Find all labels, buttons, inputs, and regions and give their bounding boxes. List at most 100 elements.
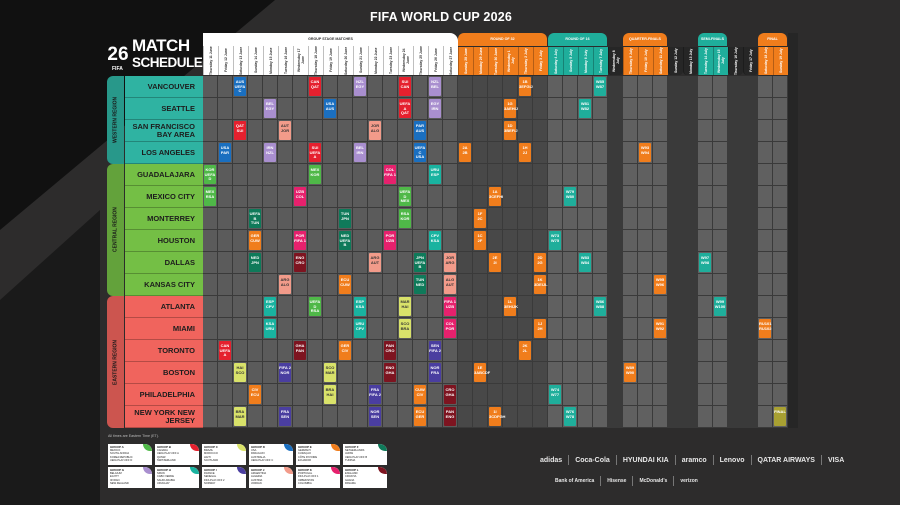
- knockout-match-cell[interactable]: W99 W100: [714, 297, 726, 316]
- knockout-match-cell[interactable]: W76 W78: [564, 407, 576, 426]
- group-match-cell[interactable]: ECU GER: [414, 407, 426, 426]
- group-match-cell[interactable]: ALG AUT: [444, 275, 456, 294]
- group-match-cell[interactable]: QAT SUI: [234, 121, 246, 140]
- group-match-cell[interactable]: UZB COL: [294, 187, 306, 206]
- group-match-cell[interactable]: POR FIFA 1: [294, 231, 306, 250]
- group-match-cell[interactable]: CIV ECU: [249, 385, 261, 404]
- group-match-cell[interactable]: SCO MAR: [324, 363, 336, 382]
- group-match-cell[interactable]: UEFA B TUN: [249, 209, 261, 228]
- group-match-cell[interactable]: IRN NZL: [264, 143, 276, 162]
- group-match-cell[interactable]: ESP KSA: [354, 297, 366, 316]
- group-match-cell[interactable]: NOR FRA: [429, 363, 441, 382]
- knockout-match-cell[interactable]: 1K 3DEIJL: [534, 275, 548, 294]
- knockout-match-cell[interactable]: W79 W80: [564, 187, 576, 206]
- city-label[interactable]: DALLAS: [125, 252, 203, 274]
- knockout-match-cell[interactable]: 2K 2L: [519, 341, 531, 360]
- knockout-match-cell[interactable]: 1J 2H: [534, 319, 546, 338]
- group-match-cell[interactable]: AUT JOR: [279, 121, 291, 140]
- city-label[interactable]: ATLANTA: [125, 296, 203, 318]
- group-match-cell[interactable]: SCO BRA: [399, 319, 411, 338]
- group-match-cell[interactable]: ARG AUT: [369, 253, 381, 272]
- group-match-cell[interactable]: ARG ALG: [279, 275, 291, 294]
- city-label[interactable]: LOS ANGELES: [125, 142, 203, 164]
- knockout-match-cell[interactable]: W74 W77: [549, 385, 561, 404]
- group-match-cell[interactable]: MAR HAI: [399, 297, 411, 316]
- knockout-match-cell[interactable]: W83 W84: [579, 253, 591, 272]
- group-match-cell[interactable]: CPV KSA: [429, 231, 441, 250]
- group-match-cell[interactable]: UEFA C USA: [414, 143, 426, 162]
- group-match-cell[interactable]: JPN UEFA B: [414, 253, 426, 272]
- knockout-match-cell[interactable]: 1H 2J: [519, 143, 531, 162]
- group-match-cell[interactable]: URU CPV: [354, 319, 366, 338]
- group-match-cell[interactable]: USA AUS: [324, 99, 336, 118]
- city-label[interactable]: SAN FRANCISCO BAY AREA: [125, 120, 203, 142]
- group-match-cell[interactable]: BEL EGY: [264, 99, 276, 118]
- group-match-cell[interactable]: SEN FIFA 2: [429, 341, 441, 360]
- knockout-match-cell[interactable]: 2E 2I: [489, 253, 501, 272]
- group-match-cell[interactable]: NED JPN: [249, 253, 261, 272]
- group-match-cell[interactable]: KOR UEFA D: [204, 165, 216, 184]
- group-match-cell[interactable]: UEFA A QAT: [399, 99, 411, 118]
- knockout-match-cell[interactable]: W97 W98: [699, 253, 711, 272]
- group-match-cell[interactable]: FIFA 1 UZB: [444, 297, 456, 316]
- knockout-match-cell[interactable]: 2A 2B: [459, 143, 471, 162]
- knockout-match-cell[interactable]: W86 W88: [594, 297, 606, 316]
- group-match-cell[interactable]: CUW CIV: [414, 385, 426, 404]
- group-match-cell[interactable]: NZL EGY: [354, 77, 366, 96]
- group-match-cell[interactable]: HAI SCO: [234, 363, 246, 382]
- knockout-match-cell[interactable]: W95 W96: [654, 275, 666, 294]
- knockout-match-cell[interactable]: 1B 3EFGIJ: [519, 77, 533, 96]
- knockout-match-cell[interactable]: W91 W92: [654, 319, 666, 338]
- group-match-cell[interactable]: CRO GHA: [444, 385, 456, 404]
- knockout-match-cell[interactable]: W93 W94: [639, 143, 651, 162]
- knockout-match-cell[interactable]: 1E 3ABCDF: [474, 363, 490, 382]
- group-match-cell[interactable]: NZL BEL: [429, 77, 441, 96]
- group-match-cell[interactable]: USA PAR: [219, 143, 231, 162]
- group-match-cell[interactable]: GER CUW: [249, 231, 261, 250]
- knockout-match-cell[interactable]: W85 W87: [594, 77, 606, 96]
- group-match-cell[interactable]: COL POR: [444, 319, 456, 338]
- group-match-cell[interactable]: PAN CRO: [384, 341, 396, 360]
- group-match-cell[interactable]: ECU CUW: [339, 275, 351, 294]
- group-match-cell[interactable]: ESP CPV: [264, 297, 276, 316]
- group-match-cell[interactable]: EGY IRN: [429, 99, 441, 118]
- city-label[interactable]: MEXICO CITY: [125, 186, 203, 208]
- group-match-cell[interactable]: NED UEFA B: [339, 231, 351, 250]
- group-match-cell[interactable]: KSA URU: [264, 319, 276, 338]
- group-match-cell[interactable]: AUS UEFA C: [234, 77, 246, 96]
- knockout-match-cell[interactable]: 1C 2F: [474, 231, 486, 250]
- group-match-cell[interactable]: NOR SEN: [369, 407, 381, 426]
- group-match-cell[interactable]: TUN JPN: [339, 209, 351, 228]
- knockout-match-cell[interactable]: 1F 2C: [474, 209, 486, 228]
- group-match-cell[interactable]: CAN UEFA A: [219, 341, 231, 360]
- group-match-cell[interactable]: TUN NED: [414, 275, 426, 294]
- group-match-cell[interactable]: FRA SEN: [279, 407, 291, 426]
- group-match-cell[interactable]: JOR ALG: [369, 121, 381, 140]
- group-match-cell[interactable]: GER CIV: [339, 341, 351, 360]
- city-label[interactable]: MONTERREY: [125, 208, 203, 230]
- group-match-cell[interactable]: SUI CAN: [399, 77, 411, 96]
- city-label[interactable]: VANCOUVER: [125, 76, 203, 98]
- group-match-cell[interactable]: COL FIFA 1: [384, 165, 396, 184]
- knockout-match-cell[interactable]: 1G 3AEHIJ: [504, 99, 518, 118]
- group-match-cell[interactable]: FRA FIFA 2: [369, 385, 381, 404]
- knockout-match-cell[interactable]: W81 W82: [579, 99, 591, 118]
- group-match-cell[interactable]: URU ESP: [429, 165, 441, 184]
- group-match-cell[interactable]: MEX RSA: [204, 187, 216, 206]
- knockout-match-cell[interactable]: 1A 3CEFHI: [489, 187, 503, 206]
- knockout-match-cell[interactable]: RU101 RU102: [759, 319, 771, 338]
- group-match-cell[interactable]: MEX KOR: [309, 165, 321, 184]
- city-label[interactable]: PHILADELPHIA: [125, 384, 203, 406]
- group-match-cell[interactable]: PAN ENG: [444, 407, 456, 426]
- city-label[interactable]: BOSTON: [125, 362, 203, 384]
- city-label[interactable]: HOUSTON: [125, 230, 203, 252]
- city-label[interactable]: TORONTO: [125, 340, 203, 362]
- group-match-cell[interactable]: PAR AUS: [414, 121, 426, 140]
- group-match-cell[interactable]: RSA KOR: [399, 209, 411, 228]
- knockout-match-cell[interactable]: 1I 3CDFGH: [489, 407, 505, 426]
- group-match-cell[interactable]: BRA MAR: [234, 407, 246, 426]
- group-match-cell[interactable]: ENG CRO: [294, 253, 306, 272]
- group-match-cell[interactable]: BRA HAI: [324, 385, 336, 404]
- group-match-cell[interactable]: GHA PAN: [294, 341, 306, 360]
- knockout-match-cell[interactable]: 2D 2G: [534, 253, 546, 272]
